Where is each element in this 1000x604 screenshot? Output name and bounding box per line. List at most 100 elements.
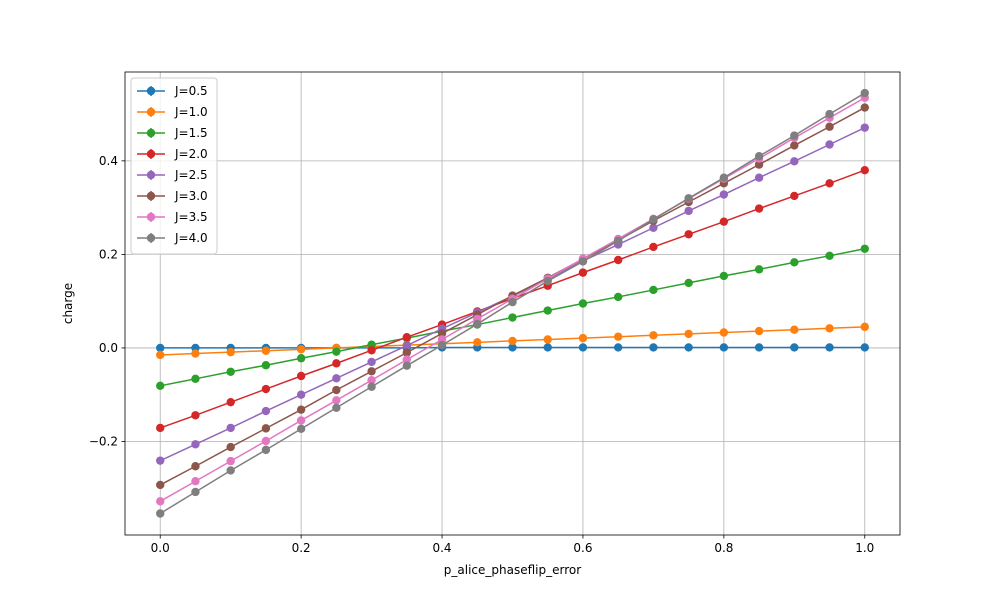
data-point	[367, 346, 375, 354]
legend-label: J=2.5	[174, 168, 208, 182]
data-point	[191, 375, 199, 383]
data-point	[614, 293, 622, 301]
data-point	[226, 457, 234, 465]
data-point	[790, 157, 798, 165]
data-point	[861, 89, 869, 97]
data-point	[367, 367, 375, 375]
data-point	[226, 398, 234, 406]
data-point	[614, 256, 622, 264]
legend-marker	[147, 213, 155, 221]
data-point	[297, 354, 305, 362]
data-point	[649, 331, 657, 339]
legend-marker	[147, 234, 155, 242]
x-tick-label: 0.2	[292, 541, 311, 555]
data-point	[684, 330, 692, 338]
data-point	[825, 252, 833, 260]
data-point	[684, 194, 692, 202]
data-point	[790, 141, 798, 149]
data-point	[332, 347, 340, 355]
legend-marker	[147, 192, 155, 200]
data-point	[262, 361, 270, 369]
data-point	[861, 323, 869, 331]
data-point	[825, 324, 833, 332]
data-point	[614, 237, 622, 245]
data-point	[226, 348, 234, 356]
legend-label: J=1.0	[174, 105, 208, 119]
data-point	[684, 343, 692, 351]
data-point	[720, 328, 728, 336]
data-point	[367, 358, 375, 366]
data-point	[191, 488, 199, 496]
x-tick-label: 0.8	[714, 541, 733, 555]
data-point	[367, 383, 375, 391]
data-point	[614, 333, 622, 341]
data-point	[403, 362, 411, 370]
legend-label: J=4.0	[174, 231, 208, 245]
data-point	[297, 405, 305, 413]
data-point	[297, 425, 305, 433]
data-point	[191, 411, 199, 419]
data-point	[191, 477, 199, 485]
data-point	[544, 343, 552, 351]
data-point	[579, 334, 587, 342]
data-point	[297, 416, 305, 424]
legend-label: J=1.5	[174, 126, 208, 140]
data-point	[156, 497, 164, 505]
data-point	[262, 446, 270, 454]
data-point	[544, 335, 552, 343]
x-tick-label: 0.0	[151, 541, 170, 555]
data-point	[156, 382, 164, 390]
data-point	[825, 123, 833, 131]
data-point	[508, 337, 516, 345]
x-tick-label: 0.4	[432, 541, 451, 555]
data-point	[156, 424, 164, 432]
y-tick-label: 0.2	[99, 247, 118, 261]
legend[interactable]: J=0.5J=1.0J=1.5J=2.0J=2.5J=3.0J=3.5J=4.0	[131, 78, 217, 254]
data-point	[156, 351, 164, 359]
data-point	[790, 325, 798, 333]
legend-marker	[147, 87, 155, 95]
data-point	[262, 385, 270, 393]
data-point	[720, 343, 728, 351]
data-point	[790, 131, 798, 139]
legend-marker	[147, 150, 155, 158]
data-point	[508, 313, 516, 321]
data-point	[508, 298, 516, 306]
data-point	[790, 343, 798, 351]
data-point	[720, 190, 728, 198]
data-point	[861, 245, 869, 253]
data-point	[262, 407, 270, 415]
data-point	[649, 215, 657, 223]
data-point	[649, 243, 657, 251]
y-tick-label: 0.4	[99, 154, 118, 168]
data-point	[684, 279, 692, 287]
data-point	[861, 123, 869, 131]
legend-label: J=2.0	[174, 147, 208, 161]
data-point	[191, 440, 199, 448]
data-point	[579, 343, 587, 351]
data-point	[262, 437, 270, 445]
data-point	[825, 179, 833, 187]
data-point	[755, 152, 763, 160]
data-point	[156, 509, 164, 517]
data-point	[332, 359, 340, 367]
data-point	[332, 374, 340, 382]
legend-marker	[147, 129, 155, 137]
x-tick-label: 0.6	[573, 541, 592, 555]
data-point	[861, 166, 869, 174]
data-point	[825, 343, 833, 351]
legend-marker	[147, 108, 155, 116]
y-axis-label: charge	[61, 283, 75, 324]
data-point	[473, 338, 481, 346]
x-tick-label: 1.0	[855, 541, 874, 555]
data-point	[297, 345, 305, 353]
data-point	[297, 372, 305, 380]
legend-label: J=3.0	[174, 189, 208, 203]
data-point	[579, 299, 587, 307]
data-point	[191, 349, 199, 357]
data-point	[755, 327, 763, 335]
data-point	[544, 277, 552, 285]
data-point	[297, 391, 305, 399]
data-point	[156, 456, 164, 464]
